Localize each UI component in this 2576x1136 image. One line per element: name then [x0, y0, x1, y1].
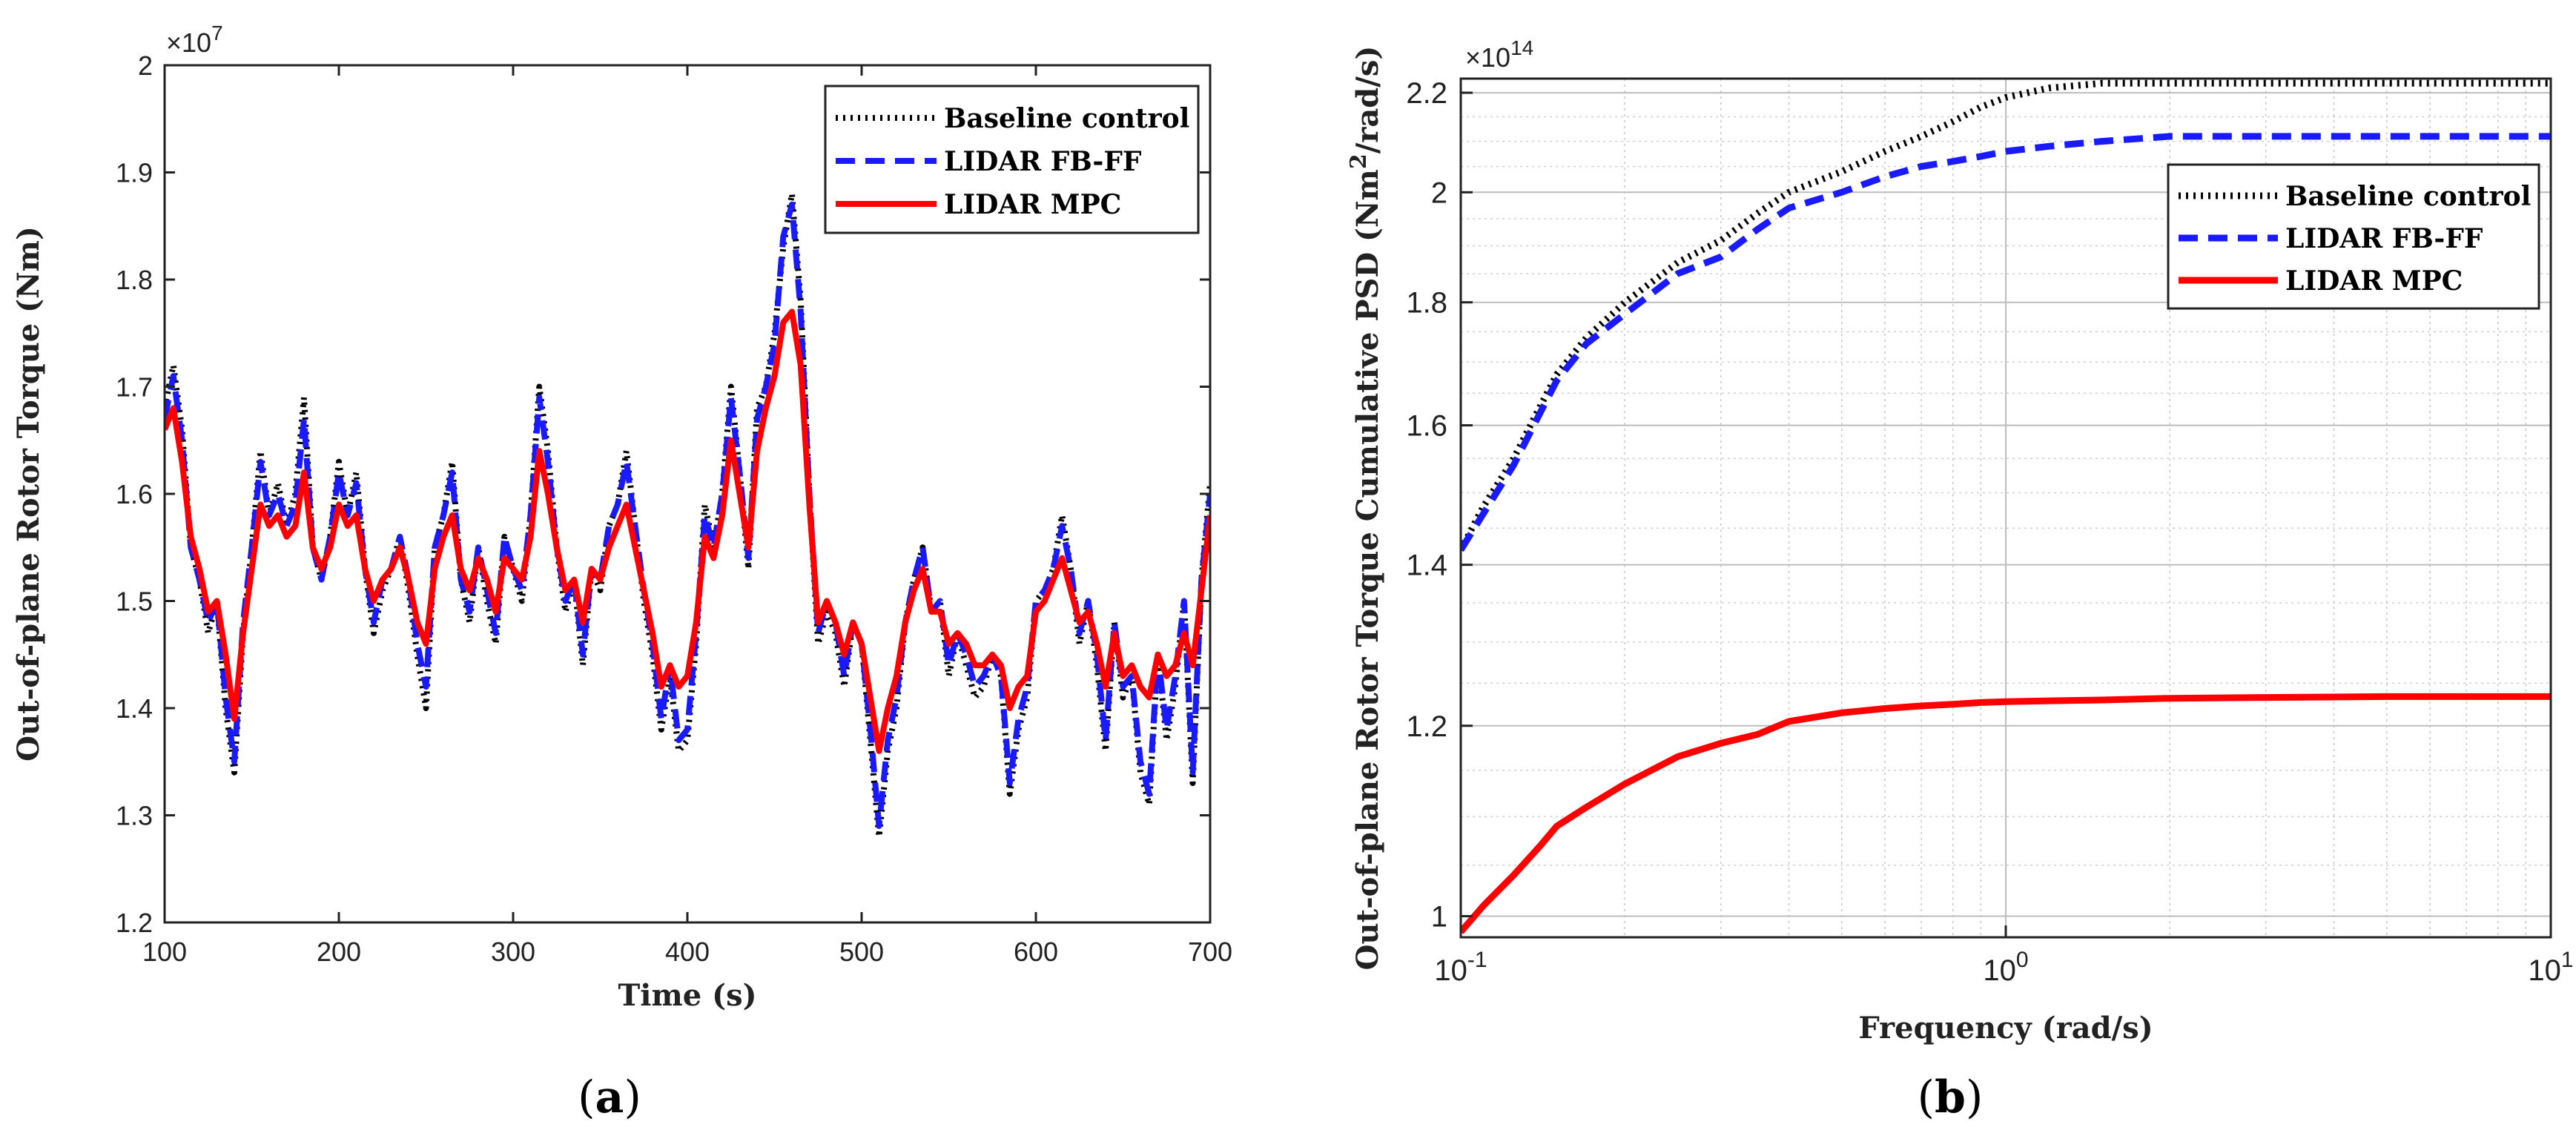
legend-label-2: LIDAR FB-FF: [944, 146, 1142, 177]
x-tick-exp: -1: [1467, 948, 1487, 972]
legend-box-a: [824, 85, 1200, 234]
y-tick-label: 1.8: [1406, 287, 1447, 320]
y-axis-label: Out-of-plane Rotor Torque (Nm): [11, 226, 46, 762]
x-tick-label: 300: [491, 937, 535, 967]
y-axis-label-tail: /rad/s): [1350, 46, 1385, 154]
legend-box-b: [2167, 163, 2540, 310]
y-multiplier-base: ×10: [166, 27, 211, 58]
y-axis-label-sup: 2: [1346, 153, 1372, 169]
y-tick-label: 1.9: [116, 158, 153, 188]
panel-b: 10-1 100 10111.21.41.61.822.2×1014Frequenc…: [1346, 36, 2574, 1123]
x-tick-label: 10-1: [1434, 948, 1487, 987]
legend-label-1: Baseline control: [944, 103, 1189, 134]
y-multiplier-base: ×10: [1465, 42, 1510, 73]
x-tick-base: 10: [2528, 954, 2561, 987]
series-line-3: [1461, 693, 2551, 934]
y-tick-label: 1: [1431, 901, 1447, 934]
y-tick-label: 1.4: [116, 693, 153, 724]
y-tick-label: 1.6: [116, 479, 153, 509]
panel-label-b: (b): [1918, 1071, 1984, 1123]
x-tick-label: 600: [1014, 937, 1058, 967]
panel-label-a: (a): [578, 1071, 641, 1123]
series-group-b: [1461, 79, 2551, 934]
y-tick-label: 2.2: [1406, 77, 1447, 110]
panel-label-open: (: [578, 1071, 595, 1123]
y-tick-label: 1.2: [1406, 710, 1447, 743]
x-tick-label: 700: [1188, 937, 1232, 967]
legend-label-3: LIDAR MPC: [2285, 265, 2463, 297]
x-tick-label: 101: [2528, 948, 2573, 987]
legend-label-1: Baseline control: [2285, 181, 2531, 212]
y-tick-label: 1.5: [116, 587, 153, 617]
x-axis-label: Time (s): [618, 978, 756, 1013]
x-tick-label: 500: [839, 937, 884, 967]
x-tick-base: 10: [1983, 954, 2016, 987]
legend-label-3: LIDAR MPC: [944, 189, 1121, 220]
y-tick-label: 1.3: [116, 801, 153, 831]
series-group-a: [165, 191, 1210, 840]
x-tick-label: 100: [1983, 948, 2028, 987]
y-tick-label: 2: [1431, 176, 1447, 209]
x-tick-label: 400: [665, 937, 710, 967]
y-multiplier-exp: 7: [211, 22, 223, 44]
y-tick-label: 2: [138, 50, 153, 81]
x-axis-label: Frequency (rad/s): [1858, 1011, 2153, 1046]
x-tick-label: 100: [142, 937, 187, 967]
x-tick-base: 10: [1434, 954, 1467, 987]
y-axis-label-main: Out-of-plane Rotor Torque Cumulative PSD…: [1350, 169, 1385, 970]
panel-a: 100 200 300 400 500 600 700 1.2 1.3 1.4 1.5 1.6 1.7 1…: [11, 22, 1232, 1123]
series-line-1: [1461, 79, 2551, 552]
x-tick-exp: 1: [2561, 948, 2574, 972]
panel-label-close: ): [624, 1071, 641, 1123]
y-multiplier: ×1014: [1465, 36, 1533, 73]
panel-label-letter: b: [1935, 1071, 1966, 1123]
y-tick-label: 1.7: [116, 372, 153, 403]
series-line-3: [165, 308, 1210, 754]
x-tick-label: 200: [317, 937, 361, 967]
panel-label-open: (: [1918, 1071, 1935, 1123]
panel-label-close: ): [1966, 1071, 1983, 1123]
panel-label-letter: a: [595, 1071, 624, 1123]
y-tick-label: 1.4: [1406, 549, 1447, 582]
y-axis-label: Out-of-plane Rotor Torque Cumulative PSD…: [1346, 46, 1385, 971]
series-line-1: [165, 191, 1210, 840]
y-multiplier: ×107: [166, 22, 223, 58]
series-line-2: [1461, 133, 2551, 552]
y-tick-label: 1.6: [1406, 410, 1447, 443]
y-tick-label: 1.8: [116, 265, 153, 295]
y-tick-label: 1.2: [116, 908, 153, 938]
y-multiplier-exp: 14: [1510, 36, 1533, 59]
series-line-2: [165, 201, 1210, 829]
legend-label-2: LIDAR FB-FF: [2285, 223, 2483, 254]
x-tick-exp: 0: [2016, 948, 2029, 972]
